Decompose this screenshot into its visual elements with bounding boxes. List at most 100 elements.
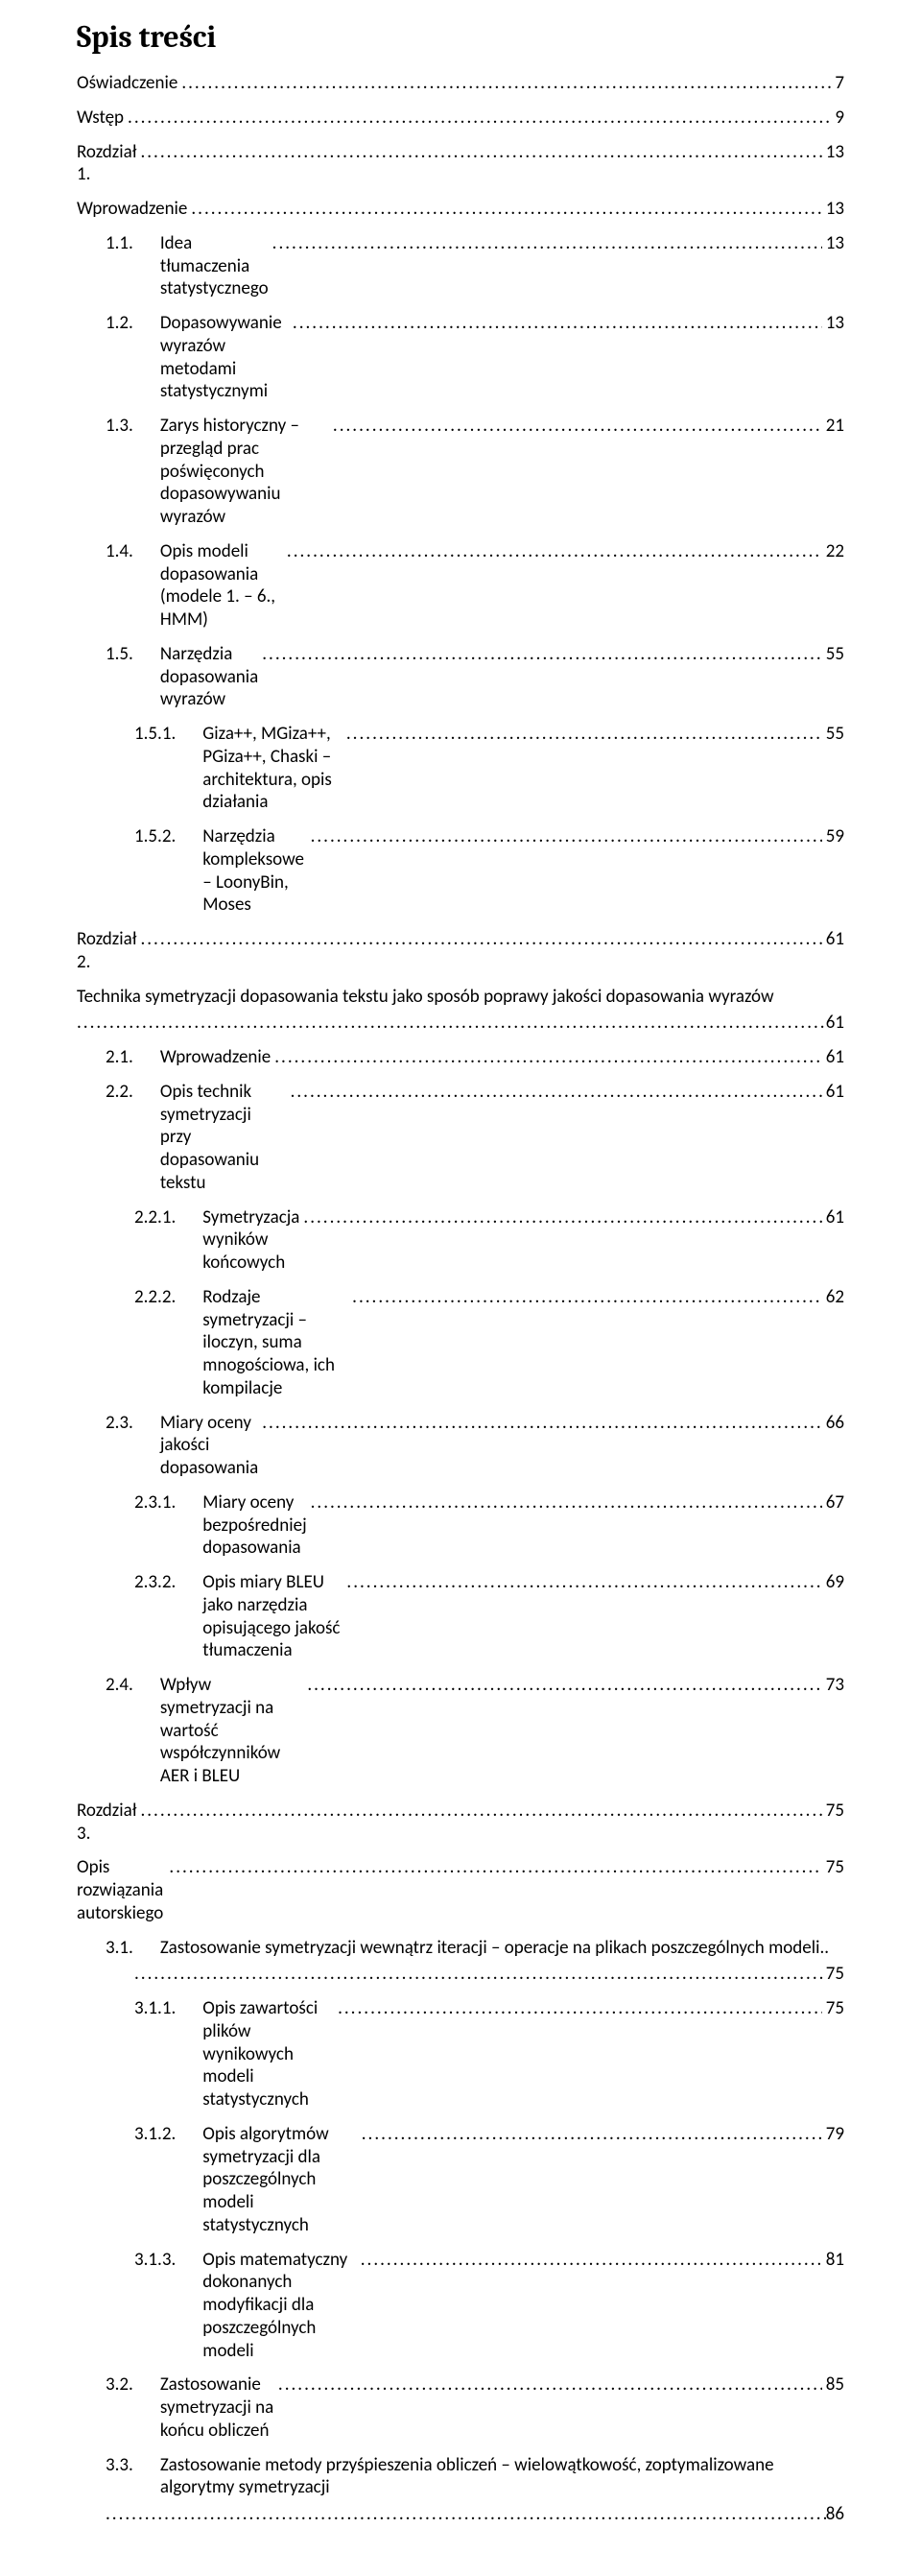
toc-entry-label: Opis rozwiązania autorskiego [77, 1856, 165, 1924]
toc-list: Oświadczenie 7Wstęp 9Rozdział 1. 13Wprow… [77, 72, 844, 2526]
toc-entry-number: 3.1.3. [134, 2249, 176, 2272]
toc-entry-page: 13 [826, 232, 844, 255]
toc-entry-number: 2.2. [106, 1081, 133, 1104]
toc-entry-label: Dopasowywanie wyrazów metodami statystyc… [160, 312, 289, 403]
toc-entry: 2.2.2.Rodzaje symetryzacji – iloczyn, su… [77, 1286, 844, 1400]
toc-entry-label: Wprowadzenie [160, 1046, 271, 1069]
toc-title: Spis treści [77, 19, 844, 55]
toc-entry-page: 79 [826, 2123, 844, 2146]
toc-entry-continuation: 61 [77, 1012, 844, 1035]
toc-entry-page: 13 [826, 312, 844, 335]
toc-entry-number: 3.3. [106, 2454, 133, 2477]
toc-entry: 2.2.1.Symetryzacja wyników końcowych 61 [77, 1206, 844, 1275]
toc-entry-page: 86 [826, 2503, 844, 2526]
toc-leader [169, 1856, 821, 1879]
toc-entry: 2.1. Wprowadzenie 61 [77, 1046, 844, 1069]
toc-entry: 1.1. Idea tłumaczenia statystycznego 13 [77, 232, 844, 300]
toc-leader [362, 2123, 822, 2146]
toc-entry-continuation: 75 [77, 1963, 844, 1986]
toc-leader [311, 1491, 822, 1515]
toc-entry-page: 21 [826, 415, 844, 438]
toc-entry: 1.5.1. Giza++, MGiza++, PGiza++, Chaski –… [77, 723, 844, 814]
toc-entry: 3.3.Zastosowanie metody przyśpieszenia o… [77, 2454, 844, 2500]
toc-entry: 1.3. Zarys historyczny – przegląd prac po… [77, 415, 844, 529]
toc-entry-number: 1.4. [106, 540, 133, 563]
toc-entry-number: 1.2. [106, 312, 133, 335]
toc-leader [346, 723, 822, 746]
toc-leader [278, 2373, 822, 2397]
toc-entry-label: Opis algorytmów symetryzacji dla poszcze… [202, 2123, 357, 2237]
toc-leader [287, 540, 822, 563]
toc-entry: 3.1.1.Opis zawartości plików wynikowych … [77, 1997, 844, 2111]
toc-leader [140, 928, 821, 951]
toc-entry-label: Rozdział 1. [77, 141, 136, 187]
toc-entry-label: Idea tłumaczenia statystycznego [160, 232, 269, 300]
toc-entry-page: 75 [826, 1963, 844, 1986]
toc-entry-page: 85 [826, 2373, 844, 2397]
toc-entry: 3.1.3. Opis matematyczny dokonanych modyf… [77, 2249, 844, 2363]
toc-entry: 1.2. Dopasowywanie wyrazów metodami staty… [77, 312, 844, 403]
toc-entry: 2.3.1.Miary oceny bezpośredniej dopasowa… [77, 1491, 844, 1560]
toc-entry-label: Opis matematyczny dokonanych modyfikacji… [202, 2249, 356, 2363]
toc-entry-label: Miary oceny jakości dopasowania [160, 1412, 258, 1480]
toc-entry-number: 3.1. [106, 1937, 133, 1960]
toc-entry-label: Narzędzia dopasowania wyrazów [160, 643, 258, 711]
toc-leader [140, 141, 821, 164]
toc-entry-label: Zarys historyczny – przegląd prac poświę… [160, 415, 329, 529]
toc-leader [352, 1286, 822, 1309]
toc-leader [191, 198, 821, 221]
toc-entry-page: 61 [826, 928, 844, 951]
toc-entry-page: 61 [826, 1206, 844, 1229]
toc-leader [346, 1571, 821, 1594]
toc-entry-label: Opis modeli dopasowania (modele 1. – 6.,… [160, 540, 283, 632]
toc-entry-label: Rozdział 3. [77, 1800, 136, 1846]
toc-leader [106, 2503, 826, 2526]
toc-entry-number: 2.3.1. [134, 1491, 176, 1515]
toc-entry-number: 1.1. [106, 232, 133, 255]
toc-leader [128, 107, 831, 130]
toc-entry-page: 61 [826, 1046, 844, 1069]
toc-entry-page: 75 [826, 1997, 844, 2020]
toc-entry-page: 22 [826, 540, 844, 563]
toc-leader [134, 1963, 826, 1986]
toc-entry: 3.1. Zastosowanie symetryzacji wewnątrz i… [77, 1937, 844, 1960]
toc-entry-label: Zastosowanie symetryzacji wewnątrz itera… [160, 1937, 829, 1960]
toc-entry-page: 59 [826, 825, 844, 848]
toc-entry-number: 1.5. [106, 643, 133, 666]
toc-entry-page: 7 [835, 72, 844, 95]
toc-leader [140, 1800, 821, 1823]
toc-entry-number: 3.2. [106, 2373, 133, 2397]
toc-entry-number: 2.3. [106, 1412, 133, 1435]
toc-entry: 1.4. Opis modeli dopasowania (modele 1. –… [77, 540, 844, 632]
toc-entry: 2.2. Opis technik symetryzacji przy dopas… [77, 1081, 844, 1195]
toc-leader [303, 1206, 821, 1229]
toc-entry: Technika symetryzacji dopasowania tekstu… [77, 986, 844, 1009]
toc-entry-number: 1.5.2. [134, 825, 176, 848]
toc-entry-continuation: 86 [77, 2503, 844, 2526]
toc-entry: Wprowadzenie 13 [77, 198, 844, 221]
toc-entry-page: 13 [826, 141, 844, 164]
toc-entry-page: 61 [826, 1012, 844, 1035]
toc-entry-label: Opis zawartości plików wynikowych modeli… [202, 1997, 334, 2111]
toc-entry-number: 2.1. [106, 1046, 133, 1069]
toc-entry-label: Rozdział 2. [77, 928, 136, 974]
toc-entry-page: 55 [826, 643, 844, 666]
toc-entry: Rozdział 3. 75 [77, 1800, 844, 1846]
toc-entry: 2.4.Wpływ symetryzacji na wartość współc… [77, 1674, 844, 1788]
toc-leader [307, 1674, 821, 1697]
toc-entry-label: Giza++, MGiza++, PGiza++, Chaski – archi… [202, 723, 342, 814]
toc-entry-number: 1.5.1. [134, 723, 176, 746]
toc-entry-label: Opis technik symetryzacji przy dopasowan… [160, 1081, 287, 1195]
toc-entry: Rozdział 2. 61 [77, 928, 844, 974]
toc-entry-number: 3.1.2. [134, 2123, 176, 2146]
toc-leader [333, 415, 822, 438]
toc-entry: Wstęp 9 [77, 107, 844, 130]
toc-entry-page: 75 [826, 1800, 844, 1823]
toc-entry-number: 1.3. [106, 415, 133, 438]
toc-entry: 2.3.2.Opis miary BLEU jako narzędzia opi… [77, 1571, 844, 1662]
toc-entry-page: 66 [826, 1412, 844, 1435]
toc-entry: 3.2.Zastosowanie symetryzacji na końcu o… [77, 2373, 844, 2442]
toc-entry-label: Technika symetryzacji dopasowania tekstu… [77, 986, 774, 1009]
toc-entry-page: 69 [826, 1571, 844, 1594]
toc-leader [272, 232, 822, 255]
